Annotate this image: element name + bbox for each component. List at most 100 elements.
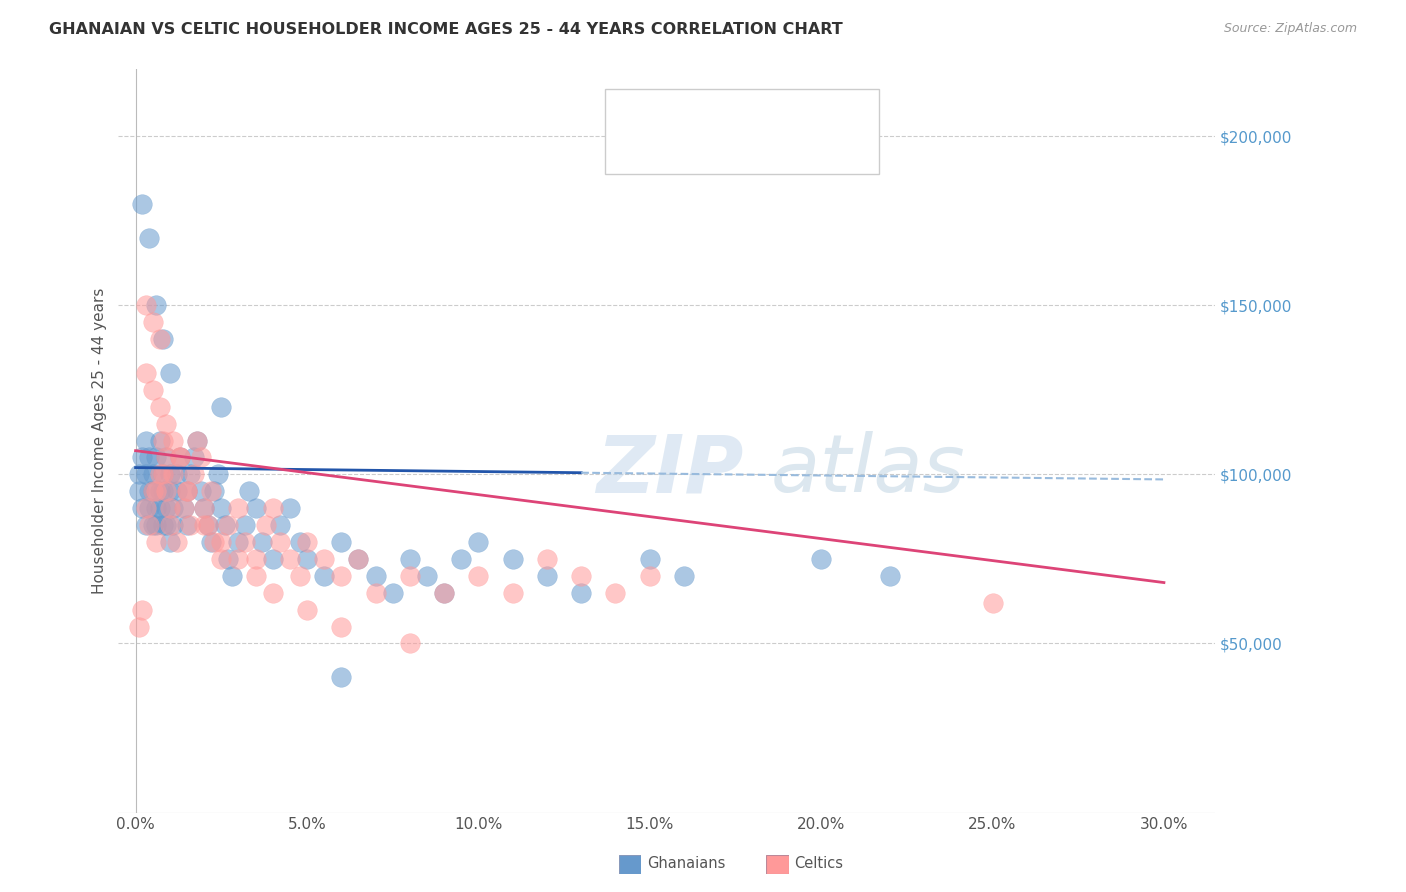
Point xyxy=(252,535,274,549)
Point xyxy=(128,619,150,633)
Point xyxy=(433,585,456,599)
Point xyxy=(262,552,284,566)
Point xyxy=(450,552,472,566)
Text: N =: N = xyxy=(749,140,782,154)
Point xyxy=(314,569,336,583)
Point xyxy=(416,569,439,583)
Point xyxy=(176,484,198,499)
Point xyxy=(138,518,160,533)
Point xyxy=(142,518,165,533)
Text: Celtics: Celtics xyxy=(794,856,844,871)
Point xyxy=(269,518,291,533)
Point xyxy=(214,518,236,533)
Point xyxy=(155,484,177,499)
Text: ZIP: ZIP xyxy=(596,432,742,509)
Point xyxy=(190,484,212,499)
Text: R =: R = xyxy=(654,140,685,154)
Point xyxy=(193,518,215,533)
Point xyxy=(228,501,250,516)
Point xyxy=(166,535,188,549)
Point xyxy=(145,535,167,549)
Text: -0.019: -0.019 xyxy=(690,106,742,120)
Point xyxy=(245,552,267,566)
Point xyxy=(148,434,170,448)
Text: 83: 83 xyxy=(782,106,801,120)
Point xyxy=(176,484,198,499)
Point xyxy=(169,450,191,465)
Point xyxy=(673,569,696,583)
Point xyxy=(197,518,219,533)
Point xyxy=(142,315,165,329)
Point xyxy=(364,585,387,599)
Point xyxy=(131,196,153,211)
Point xyxy=(330,670,353,684)
Point xyxy=(190,450,212,465)
Point xyxy=(221,569,243,583)
Point xyxy=(193,501,215,516)
Point xyxy=(330,535,353,549)
Point xyxy=(502,585,524,599)
Point xyxy=(152,332,174,346)
Point xyxy=(148,467,170,482)
Text: -0.133: -0.133 xyxy=(690,140,742,154)
Point xyxy=(135,467,157,482)
Point xyxy=(228,535,250,549)
Point xyxy=(197,518,219,533)
Point xyxy=(262,585,284,599)
Point xyxy=(145,450,167,465)
Point xyxy=(233,518,256,533)
Point xyxy=(162,518,184,533)
Point xyxy=(347,552,370,566)
Point xyxy=(159,366,181,380)
Point xyxy=(166,467,188,482)
Point xyxy=(142,484,165,499)
Point xyxy=(288,535,311,549)
Point xyxy=(467,569,489,583)
Point xyxy=(148,400,170,414)
Point xyxy=(347,552,370,566)
Point xyxy=(173,501,195,516)
Point xyxy=(193,501,215,516)
Point xyxy=(162,501,184,516)
Point xyxy=(204,535,226,549)
Point xyxy=(148,484,170,499)
Point xyxy=(398,636,420,650)
Point xyxy=(638,552,661,566)
Text: atlas: atlas xyxy=(770,432,966,509)
Point xyxy=(176,518,198,533)
Point xyxy=(142,383,165,397)
Point xyxy=(155,501,177,516)
Point xyxy=(536,569,558,583)
Point xyxy=(169,450,191,465)
Point xyxy=(638,569,661,583)
Point xyxy=(148,501,170,516)
Text: R =: R = xyxy=(654,106,685,120)
Point xyxy=(142,484,165,499)
Point xyxy=(166,484,188,499)
Text: N =: N = xyxy=(749,106,782,120)
Point xyxy=(288,569,311,583)
Point xyxy=(330,619,353,633)
Point xyxy=(128,484,150,499)
Point xyxy=(176,484,198,499)
Text: Ghanaians: Ghanaians xyxy=(647,856,725,871)
Point xyxy=(810,552,832,566)
Point xyxy=(209,501,232,516)
Point xyxy=(145,298,167,312)
Point xyxy=(314,552,336,566)
Point xyxy=(217,552,239,566)
Y-axis label: Householder Income Ages 25 - 44 years: Householder Income Ages 25 - 44 years xyxy=(93,287,107,594)
Point xyxy=(145,484,167,499)
Point xyxy=(200,535,222,549)
Point xyxy=(159,484,181,499)
Point xyxy=(295,602,318,616)
Point xyxy=(162,434,184,448)
Point xyxy=(398,552,420,566)
Point xyxy=(245,569,267,583)
Point xyxy=(152,518,174,533)
Point xyxy=(278,501,301,516)
Point xyxy=(135,298,157,312)
Point xyxy=(204,484,226,499)
Point xyxy=(295,552,318,566)
Point xyxy=(128,467,150,482)
